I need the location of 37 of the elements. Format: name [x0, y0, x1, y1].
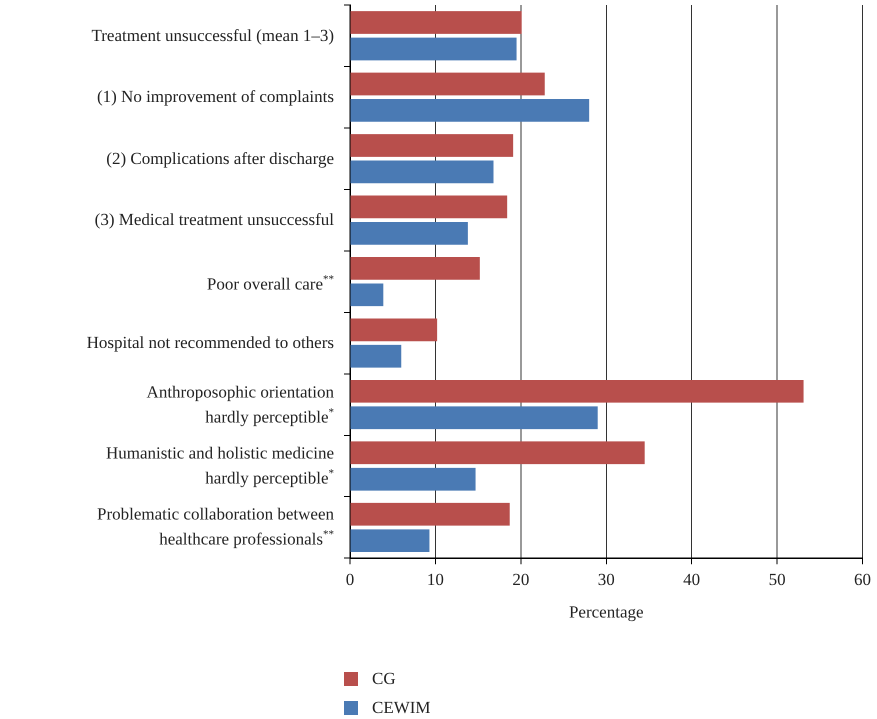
bar — [350, 380, 804, 403]
x-tick-label: 60 — [854, 570, 871, 589]
bar — [350, 344, 402, 368]
x-tick-label: 30 — [598, 570, 615, 589]
y-tick-label: Humanistic and holistic medicine hardly perceptible$^{*}$ — [106, 444, 334, 488]
y-tick-label: (2) Complications after discharge — [106, 148, 334, 169]
x-axis-title: Percentage — [568, 602, 644, 622]
legend-label: CG — [372, 668, 396, 688]
y-tick-label: Problematic collaboration between healthcare professionals$^{**}$ — [97, 505, 334, 550]
x-tick-label: 50 — [768, 570, 786, 589]
y-tick-label: Anthroposophic orientation hardly perceptible$^{*}$ — [146, 382, 334, 427]
y-tick-label: Poor overall care$^{**}$ — [206, 272, 334, 294]
bar — [350, 99, 590, 122]
bar — [350, 502, 510, 526]
x-tick-label: 20 — [512, 570, 530, 589]
legend-label: CEWIM — [372, 698, 431, 718]
bar — [350, 11, 522, 34]
bar — [350, 406, 598, 430]
bar — [350, 72, 545, 96]
bar — [350, 441, 645, 464]
bar — [350, 38, 517, 60]
y-tick-label: Treatment unsuccessful (mean 1–3) — [91, 26, 334, 46]
y-tick-label: Hospital not recommended to others — [86, 333, 334, 354]
bar — [350, 222, 468, 245]
bar — [350, 160, 494, 184]
y-tick-label: (1) No improvement of complaints — [96, 87, 334, 108]
y-tick-label: (3) Medical treatment unsuccessful — [94, 210, 334, 230]
bar — [350, 257, 480, 280]
x-tick-label: 10 — [426, 570, 444, 589]
bar — [350, 468, 476, 491]
x-tick-label: 0 — [346, 570, 354, 589]
bar — [350, 318, 438, 342]
x-tick-label: 40 — [683, 570, 700, 589]
bar — [350, 283, 384, 306]
bar — [350, 196, 508, 218]
bar — [350, 134, 514, 157]
bar — [350, 529, 430, 552]
